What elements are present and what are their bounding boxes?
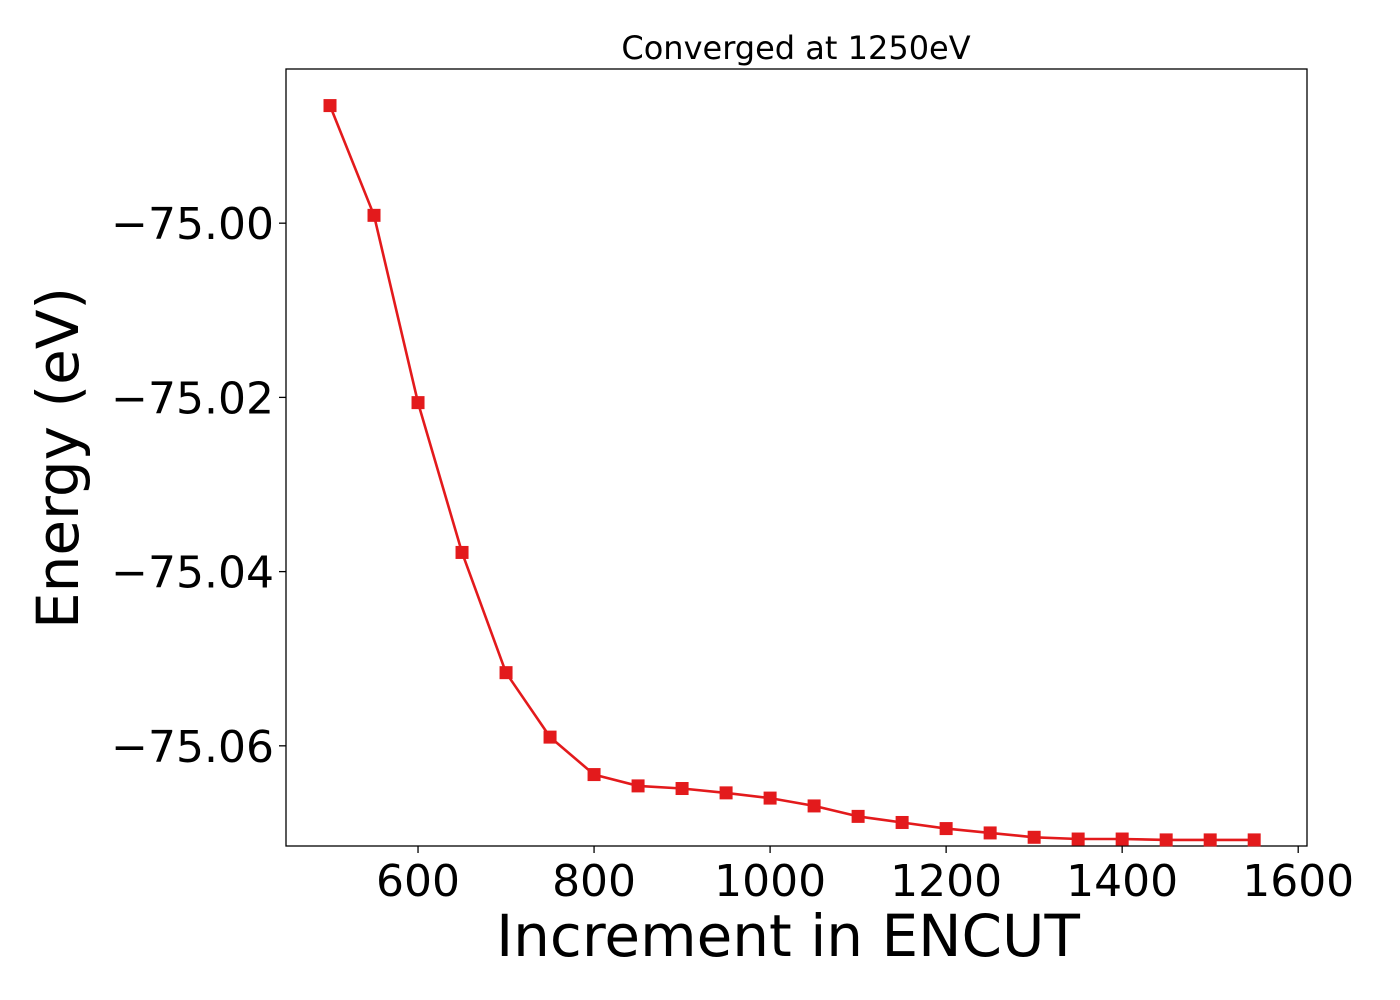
- y-axis-label: Energy (eV): [24, 287, 92, 629]
- data-point-marker: [1027, 830, 1041, 844]
- data-point-marker: [1203, 833, 1217, 847]
- data-point-marker: [1071, 832, 1085, 846]
- x-tick-label: 1200: [890, 856, 1002, 907]
- data-point-marker: [499, 666, 513, 680]
- data-point-marker: [895, 815, 909, 829]
- x-tick-label: 1600: [1242, 856, 1354, 907]
- y-tick-label: −75.04: [111, 548, 274, 599]
- data-point-marker: [1159, 833, 1173, 847]
- data-point-marker: [1247, 833, 1261, 847]
- x-tick-label: 1000: [714, 856, 826, 907]
- series-line: [328, 105, 1255, 842]
- data-point-marker: [763, 791, 777, 805]
- data-point-marker: [939, 822, 953, 836]
- data-point-marker: [367, 208, 381, 222]
- x-tick-label: 600: [376, 856, 460, 907]
- data-point-marker: [983, 826, 997, 840]
- x-axis: 600 800 1000 1200 1400 1600: [376, 846, 1354, 907]
- data-point-marker: [631, 779, 645, 793]
- data-point-marker: [543, 730, 557, 744]
- x-tick-label: 1400: [1066, 856, 1178, 907]
- data-point-marker: [675, 782, 689, 796]
- x-axis-label: Increment in ENCUT: [496, 902, 1080, 970]
- x-tick-label: 800: [552, 856, 636, 907]
- data-point-marker: [807, 799, 821, 813]
- chart-title: Converged at 1250eV: [621, 29, 970, 67]
- y-tick-label: −75.00: [111, 199, 274, 250]
- data-point-marker: [323, 99, 337, 113]
- data-point-marker: [587, 768, 601, 782]
- data-point-marker: [455, 545, 469, 559]
- y-axis: −75.00 −75.02 −75.04 −75.06: [111, 199, 286, 773]
- plot-frame: [285, 68, 1308, 847]
- data-point-marker: [411, 396, 425, 410]
- data-point-marker: [1115, 832, 1129, 846]
- series-energy: [323, 99, 1261, 847]
- y-tick-label: −75.02: [111, 373, 274, 424]
- data-point-marker: [719, 786, 733, 800]
- y-tick-label: −75.06: [111, 722, 274, 773]
- data-point-marker: [851, 809, 865, 823]
